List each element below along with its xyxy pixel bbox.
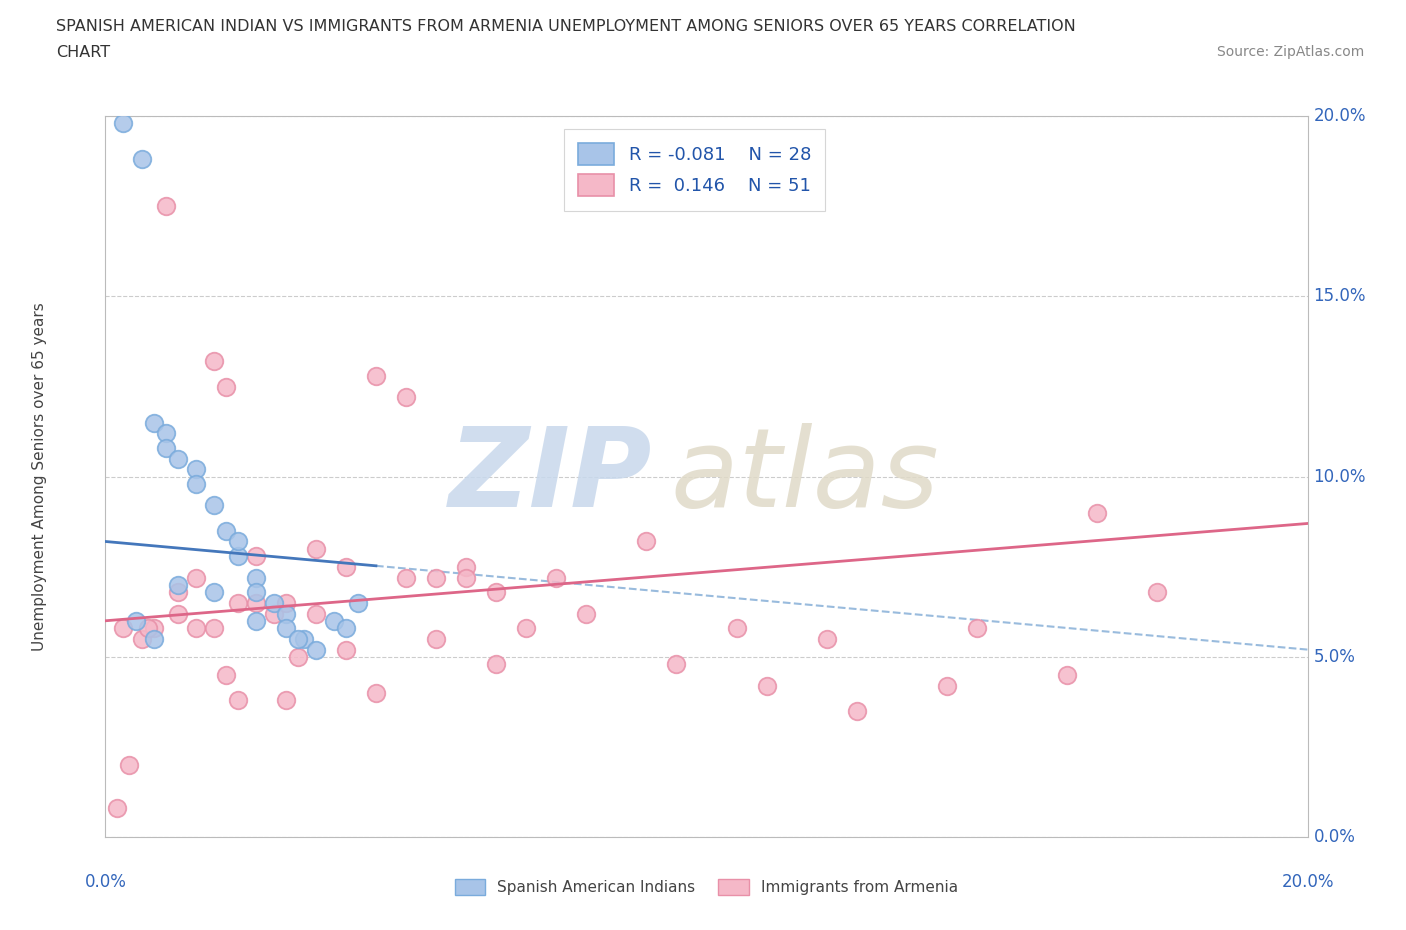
Point	[155, 199, 177, 214]
Point	[184, 476, 207, 491]
Point	[226, 693, 249, 708]
Point	[226, 534, 249, 549]
Point	[1085, 505, 1108, 520]
Point	[142, 631, 165, 646]
Point	[214, 668, 236, 683]
Text: 10.0%: 10.0%	[1313, 468, 1367, 485]
Point	[184, 462, 207, 477]
Point	[124, 614, 146, 629]
Text: 0.0%: 0.0%	[1313, 828, 1355, 846]
Point	[1146, 585, 1168, 600]
Point	[364, 685, 387, 700]
Point	[245, 585, 267, 600]
Point	[142, 415, 165, 430]
Point	[456, 570, 478, 585]
Point	[155, 441, 177, 456]
Point	[1056, 668, 1078, 683]
Point	[131, 631, 153, 646]
Point	[166, 606, 188, 621]
Point	[305, 606, 328, 621]
Point	[575, 606, 598, 621]
Point	[274, 620, 297, 635]
Point	[245, 614, 267, 629]
Point	[456, 559, 478, 574]
Text: atlas: atlas	[671, 423, 939, 530]
Point	[166, 451, 188, 466]
Point	[274, 693, 297, 708]
Point	[226, 595, 249, 610]
Text: 5.0%: 5.0%	[1313, 648, 1355, 666]
Text: SPANISH AMERICAN INDIAN VS IMMIGRANTS FROM ARMENIA UNEMPLOYMENT AMONG SENIORS OV: SPANISH AMERICAN INDIAN VS IMMIGRANTS FR…	[56, 19, 1076, 33]
Point	[112, 116, 135, 131]
Point	[184, 620, 207, 635]
Point	[274, 606, 297, 621]
Point	[263, 606, 285, 621]
Point	[335, 620, 357, 635]
Point	[155, 426, 177, 441]
Point	[166, 585, 188, 600]
Point	[131, 152, 153, 166]
Legend: Spanish American Indians, Immigrants from Armenia: Spanish American Indians, Immigrants fro…	[449, 872, 965, 901]
Text: Source: ZipAtlas.com: Source: ZipAtlas.com	[1216, 45, 1364, 59]
Point	[815, 631, 838, 646]
Text: 20.0%: 20.0%	[1313, 107, 1367, 126]
Point	[287, 631, 309, 646]
Point	[136, 620, 159, 635]
Point	[546, 570, 568, 585]
Point	[263, 595, 285, 610]
Point	[112, 620, 135, 635]
Point	[725, 620, 748, 635]
Point	[936, 678, 959, 693]
Point	[966, 620, 988, 635]
Point	[755, 678, 778, 693]
Text: ZIP: ZIP	[449, 423, 652, 530]
Point	[202, 585, 225, 600]
Point	[425, 570, 447, 585]
Point	[305, 541, 328, 556]
Point	[485, 585, 508, 600]
Point	[364, 368, 387, 383]
Point	[636, 534, 658, 549]
Point	[485, 657, 508, 671]
Point	[214, 524, 236, 538]
Point	[335, 642, 357, 657]
Point	[335, 559, 357, 574]
Text: Unemployment Among Seniors over 65 years: Unemployment Among Seniors over 65 years	[32, 302, 46, 651]
Point	[845, 703, 868, 718]
Point	[322, 614, 344, 629]
Point	[305, 642, 328, 657]
Point	[245, 549, 267, 564]
Text: CHART: CHART	[56, 45, 110, 60]
Point	[292, 631, 315, 646]
Point	[214, 379, 236, 394]
Point	[202, 353, 225, 368]
Text: 0.0%: 0.0%	[84, 873, 127, 891]
Text: 20.0%: 20.0%	[1281, 873, 1334, 891]
Point	[202, 498, 225, 513]
Point	[395, 570, 418, 585]
Point	[226, 549, 249, 564]
Point	[395, 390, 418, 405]
Point	[347, 595, 370, 610]
Text: 15.0%: 15.0%	[1313, 287, 1367, 305]
Point	[245, 570, 267, 585]
Point	[142, 620, 165, 635]
Point	[118, 757, 141, 772]
Point	[202, 620, 225, 635]
Point	[515, 620, 537, 635]
Point	[665, 657, 688, 671]
Point	[184, 570, 207, 585]
Point	[107, 801, 129, 816]
Point	[287, 649, 309, 664]
Point	[425, 631, 447, 646]
Point	[166, 578, 188, 592]
Point	[245, 595, 267, 610]
Point	[274, 595, 297, 610]
